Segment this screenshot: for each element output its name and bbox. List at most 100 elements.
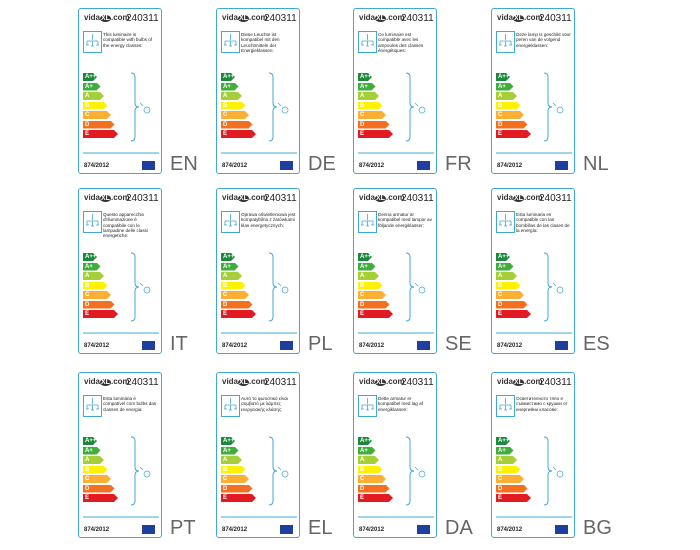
logo: vidaXL.com (359, 13, 405, 22)
energy-arrow: C (221, 475, 249, 483)
regulation: 874/2012 (497, 527, 523, 533)
energy-arrow: E (496, 310, 531, 318)
bracket-bulb (221, 436, 297, 518)
logo-part: .com (110, 193, 130, 202)
eu-flag (142, 341, 155, 350)
language-code: ES (583, 333, 610, 355)
logo-part: vida (84, 13, 101, 22)
regulation: 874/2012 (84, 343, 110, 349)
energy-arrow: B (496, 466, 521, 474)
energy-label: vidaXL.com 240311 Αυτό το φωτιστικό είναι … (216, 372, 300, 538)
product-code: 240311 (401, 377, 434, 388)
logo: vidaXL.com (359, 377, 405, 386)
logo-part: .com (248, 13, 268, 22)
energy-arrow: B (83, 466, 108, 474)
energy-arrow: D (358, 121, 390, 129)
label-text: Diese Leuchte ist kompatibel mit den Leu… (241, 32, 280, 53)
label-text: Denna armatur är kompatibel med lampor a… (378, 212, 432, 228)
energy-label: vidaXL.com 240311 Diese Leuchte ist kompat… (216, 8, 300, 174)
energy-arrow: E (358, 130, 393, 138)
energy-arrow: A+ (83, 447, 101, 455)
language-code: PL (308, 333, 333, 355)
logo-part: XL (513, 195, 524, 202)
energy-arrow: A++ (223, 438, 235, 444)
logo-part: .com (248, 193, 268, 202)
regulation: 874/2012 (359, 527, 385, 533)
energy-arrow: C (83, 111, 111, 119)
energy-label: vidaXL.com 240311 Dette armatur er kompati… (353, 372, 437, 538)
energy-arrow: B (496, 102, 521, 110)
energy-arrow: A+ (221, 83, 239, 91)
energy-arrow: A++ (498, 438, 510, 444)
energy-label: vidaXL.com 240311 This luminaire is compat… (78, 8, 162, 174)
logo: vidaXL.com (222, 193, 268, 202)
energy-arrow: D (358, 485, 390, 493)
lamp-icon (496, 31, 515, 53)
energy-arrow: B (83, 282, 108, 290)
energy-arrow: A++ (498, 254, 510, 260)
eu-flag (280, 341, 293, 350)
logo-part: .com (110, 13, 130, 22)
bracket-bulb (496, 252, 572, 334)
eu-flag (417, 341, 430, 350)
regulation: 874/2012 (497, 163, 523, 169)
energy-arrow: C (221, 111, 249, 119)
logo-part: XL (100, 379, 111, 386)
logo-part: vida (84, 377, 101, 386)
logo: vidaXL.com (84, 13, 130, 22)
logo-part: XL (238, 15, 249, 22)
product-code: 240311 (126, 13, 159, 24)
logo-part: XL (375, 379, 386, 386)
logo: vidaXL.com (497, 193, 543, 202)
energy-arrow: A+ (358, 447, 376, 455)
logo-part: .com (385, 13, 405, 22)
language-code: NL (583, 153, 609, 175)
energy-arrow: A (83, 92, 104, 100)
energy-arrow: E (221, 310, 256, 318)
product-code: 240311 (126, 193, 159, 204)
logo-part: vida (222, 193, 239, 202)
eu-flag (280, 161, 293, 170)
logo-part: vida (84, 193, 101, 202)
energy-arrow: B (496, 282, 521, 290)
bracket-bulb (496, 72, 572, 154)
energy-arrow: A+ (83, 263, 101, 271)
lamp-icon (221, 31, 240, 53)
energy-arrow: A++ (360, 438, 372, 444)
energy-arrow: B (221, 466, 246, 474)
bracket-bulb (358, 72, 434, 154)
energy-arrow: D (496, 485, 528, 493)
logo: vidaXL.com (222, 377, 268, 386)
regulation: 874/2012 (84, 163, 110, 169)
energy-arrow: D (496, 121, 528, 129)
logo-part: XL (238, 379, 249, 386)
product-code: 240311 (264, 193, 297, 204)
lamp-icon (358, 31, 377, 53)
energy-arrow: A (496, 456, 517, 464)
lamp-icon (496, 211, 515, 233)
energy-arrow: A (221, 456, 242, 464)
energy-label: vidaXL.com 240311 Denna armatur är kompati… (353, 188, 437, 354)
label-text: Осветителното тяло е съвместимо с крушки… (516, 396, 568, 412)
energy-arrow: A++ (498, 74, 510, 80)
energy-arrow: B (358, 282, 383, 290)
eu-flag (555, 161, 568, 170)
logo-part: .com (248, 377, 268, 386)
label-text: This luminaire is compatible with bulbs … (103, 32, 153, 48)
energy-arrow: C (358, 291, 386, 299)
logo-part: .com (110, 377, 130, 386)
logo: vidaXL.com (222, 13, 268, 22)
logo-part: .com (523, 13, 543, 22)
energy-label: vidaXL.com 240311 Esta luminária é compatí… (78, 372, 162, 538)
regulation: 874/2012 (222, 343, 248, 349)
energy-label: vidaXL.com 240311 Осветителното тяло е съв… (491, 372, 575, 538)
product-code: 240311 (264, 13, 297, 24)
energy-arrow: C (358, 111, 386, 119)
energy-arrow: A+ (358, 83, 376, 91)
energy-arrow: A (496, 92, 517, 100)
product-code: 240311 (401, 193, 434, 204)
bracket-bulb (221, 72, 297, 154)
language-code: EL (308, 517, 333, 539)
energy-arrow: A+ (221, 447, 239, 455)
energy-label: vidaXL.com 240311 Oprawa oświetleniowa jes… (216, 188, 300, 354)
